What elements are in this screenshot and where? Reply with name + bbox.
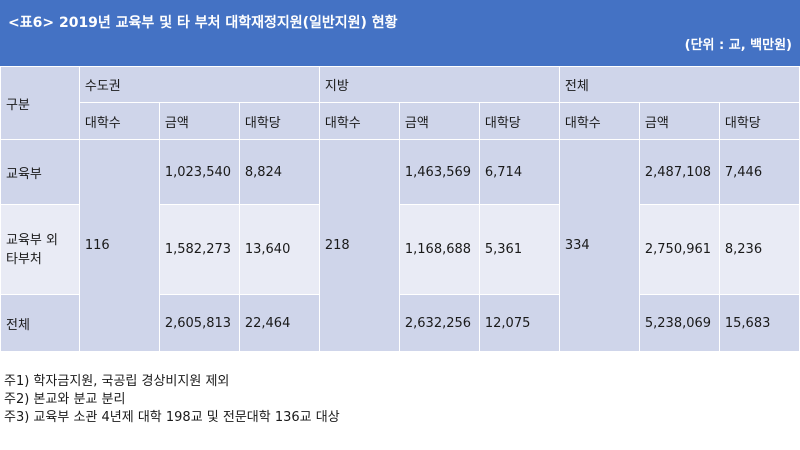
- table-title: <표6> 2019년 교육부 및 타 부처 대학재정지원(일반지원) 현황: [8, 15, 398, 31]
- value-cell: 6,714: [478, 139, 560, 205]
- value-cell: 12,075: [478, 294, 560, 352]
- value-cell: 2,605,813: [158, 294, 240, 352]
- group-header-row: 구분 수도권 지방 전체: [0, 66, 800, 140]
- value-cell: 15,683: [718, 294, 800, 352]
- value-cell: 2,487,108: [638, 139, 720, 205]
- value-cell: 8,236: [718, 204, 800, 295]
- value-cell: 5,361: [478, 204, 560, 295]
- value-cell: 22,464: [238, 294, 320, 352]
- value-cell: 7,446: [718, 139, 800, 205]
- value-cell: 1,463,569: [398, 139, 480, 205]
- total-count-cell: 334: [558, 139, 640, 352]
- header-sub-amount: 금액: [638, 102, 720, 140]
- header-group-total: 전체: [558, 66, 800, 103]
- value-cell: 5,238,069: [638, 294, 720, 352]
- footnote: 주3) 교육부 소관 4년제 대학 198교 및 전문대학 136교 대상: [4, 410, 340, 425]
- header-sub-amount: 금액: [398, 102, 480, 140]
- table-header-bar: <표6> 2019년 교육부 및 타 부처 대학재정지원(일반지원) 현황 (단…: [0, 0, 800, 66]
- value-cell: 1,582,273: [158, 204, 240, 295]
- value-cell: 2,632,256: [398, 294, 480, 352]
- row-label: 교육부: [0, 139, 80, 205]
- footnote: 주1) 학자금지원, 국공립 경상비지원 제외: [4, 374, 230, 389]
- finance-table: 구분 수도권 지방 전체 대학수 금액 대학당 대학수 금액 대학당 대학수 금…: [0, 66, 800, 352]
- header-sub-per-univ: 대학당: [718, 102, 800, 140]
- header-gubun: 구분: [0, 66, 80, 140]
- table-row: 교육부 116 1,023,540 8,824 218 1,463,569 6,…: [0, 139, 800, 352]
- value-cell: 13,640: [238, 204, 320, 295]
- sub-header-row: 대학수 금액 대학당 대학수 금액 대학당 대학수 금액 대학당: [1, 102, 800, 140]
- row-label: 전체: [0, 294, 80, 352]
- table-row: 교육부 외 타부처 1,582,273 13,640 1,168,688 5,3…: [0, 204, 800, 295]
- value-cell: 1,168,688: [398, 204, 480, 295]
- footnotes: 주1) 학자금지원, 국공립 경상비지원 제외 주2) 본교와 분교 분리 주3…: [4, 373, 340, 427]
- header-group-region: 지방: [318, 66, 560, 103]
- row-label: 교육부 외 타부처: [0, 204, 80, 295]
- unit-label: (단위 : 교, 백만원): [684, 38, 792, 53]
- value-cell: 2,750,961: [638, 204, 720, 295]
- region-count-cell: 218: [318, 139, 400, 352]
- header-sub-count: 대학수: [318, 102, 400, 140]
- header-sub-per-univ: 대학당: [238, 102, 320, 140]
- header-sub-count: 대학수: [558, 102, 640, 140]
- table-row: 전체 2,605,813 22,464 2,632,256 12,075 5,2…: [0, 294, 800, 352]
- header-sub-per-univ: 대학당: [478, 102, 560, 140]
- header-sub-count: 대학수: [78, 102, 160, 140]
- header-sub-amount: 금액: [158, 102, 240, 140]
- footnote: 주2) 본교와 분교 분리: [4, 392, 126, 407]
- value-cell: 8,824: [238, 139, 320, 205]
- capital-count-cell: 116: [78, 139, 160, 352]
- header-group-capital: 수도권: [78, 66, 320, 103]
- value-cell: 1,023,540: [158, 139, 240, 205]
